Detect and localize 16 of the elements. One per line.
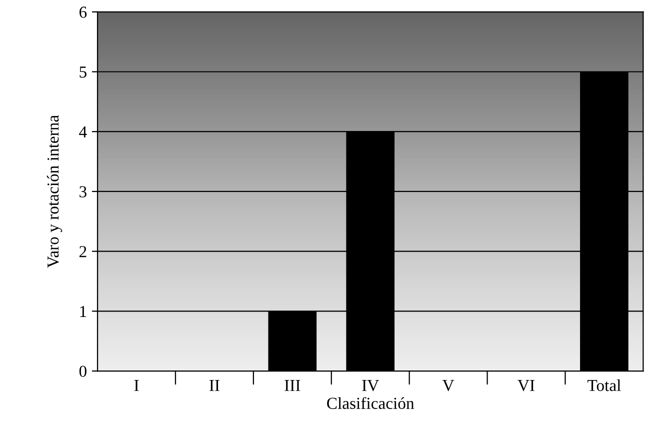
y-tick-label: 4 xyxy=(79,126,87,138)
y-tick-label: 0 xyxy=(79,366,86,377)
y-tick-label: 1 xyxy=(80,306,86,317)
y-tick-label: 6 xyxy=(80,6,87,18)
y-tick-label: 2 xyxy=(80,246,86,258)
x-tick-label: III xyxy=(284,380,300,391)
x-tick-label: Total xyxy=(588,379,621,392)
y-tick-label: 5 xyxy=(80,66,86,78)
x-tick-label: IV xyxy=(362,380,379,392)
x-tick-label: I xyxy=(134,380,139,391)
x-axis-title: Clasificación xyxy=(327,397,414,409)
y-tick-label: 3 xyxy=(80,186,86,198)
x-tick-label: V xyxy=(442,380,454,392)
x-tick-label: VI xyxy=(518,380,534,392)
x-tick-label: II xyxy=(210,380,220,391)
y-axis-title: Varo y rotación interna xyxy=(46,115,62,268)
